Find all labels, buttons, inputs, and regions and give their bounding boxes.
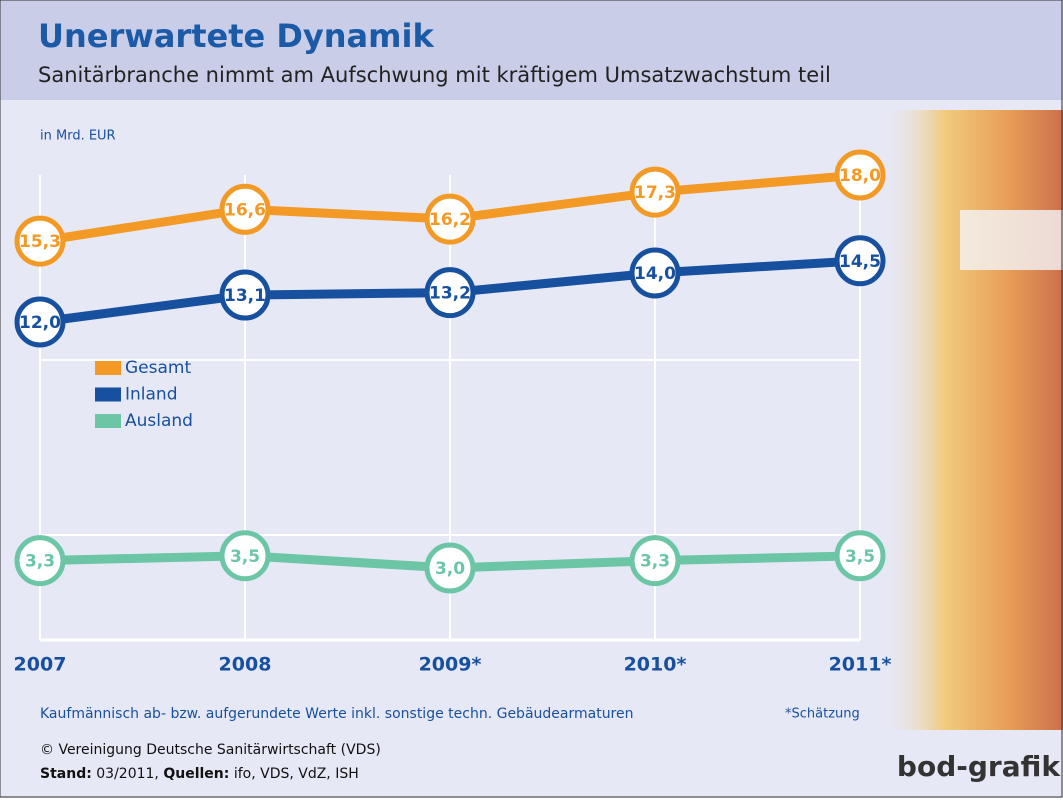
x-tick-label: 2010*	[624, 654, 687, 676]
logo: bod-grafik	[897, 750, 1061, 783]
value-label: 3,3	[25, 552, 55, 572]
chart-subtitle: Sanitärbranche nimmt am Aufschwung mit k…	[38, 63, 831, 87]
value-label: 16,6	[224, 200, 266, 220]
sources-value: ifo, VDS, VdZ, ISH	[234, 766, 359, 782]
value-label: 16,2	[429, 210, 471, 230]
legend-label: Ausland	[125, 411, 193, 431]
value-label: 17,3	[634, 183, 676, 203]
footnote: Kaufmännisch ab- bzw. aufgerundete Werte…	[40, 706, 634, 722]
sources-label: Quellen:	[163, 766, 229, 782]
value-label: 3,0	[435, 559, 465, 579]
legend-swatch	[95, 361, 121, 375]
chart: Unerwartete Dynamik Sanitärbranche nimmt…	[0, 0, 1063, 798]
value-label: 13,2	[429, 284, 471, 304]
x-tick-label: 2011*	[829, 654, 892, 676]
x-tick-label: 2007	[14, 654, 67, 676]
stand-value: 03/2011,	[96, 766, 159, 782]
x-tick-label: 2009*	[419, 654, 482, 676]
chart-title: Unerwartete Dynamik	[38, 17, 434, 55]
unit-label: in Mrd. EUR	[40, 129, 116, 144]
value-label: 3,5	[845, 547, 875, 567]
legend-swatch	[95, 414, 121, 428]
legend-label: Gesamt	[125, 358, 191, 378]
estimate-note: *Schätzung	[785, 707, 860, 722]
value-label: 3,5	[230, 547, 260, 567]
value-label: 12,0	[19, 313, 61, 333]
value-label: 3,3	[640, 552, 670, 572]
value-label: 18,0	[839, 166, 881, 186]
value-label: 13,1	[224, 286, 266, 306]
value-label: 14,5	[839, 252, 881, 272]
value-label: 15,3	[19, 232, 61, 252]
legend-swatch	[95, 388, 121, 402]
banknote-image	[880, 110, 1063, 730]
x-tick-label: 2008	[219, 654, 272, 676]
source: © Vereinigung Deutsche Sanitärwirtschaft…	[40, 742, 381, 758]
legend-label: Inland	[125, 385, 178, 405]
banknote-image	[960, 210, 1063, 270]
value-label: 14,0	[634, 264, 676, 284]
page: {"chart_data": {"type": "line", "title":…	[0, 0, 1063, 802]
stand: Stand: 03/2011, Quellen: ifo, VDS, VdZ, …	[40, 766, 359, 782]
stand-label: Stand:	[40, 766, 92, 782]
